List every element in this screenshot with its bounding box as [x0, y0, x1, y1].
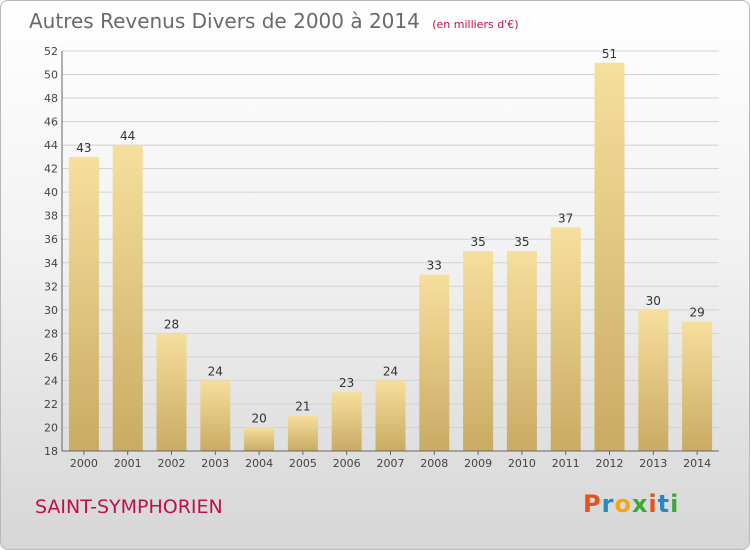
- y-tick-label: 28: [44, 327, 58, 340]
- bar: [506, 251, 537, 451]
- logo-letter: i: [670, 490, 680, 518]
- data-label: 35: [514, 235, 529, 249]
- x-tick-label: 2000: [70, 457, 98, 470]
- data-label: 24: [383, 364, 398, 378]
- x-tick-label: 2008: [420, 457, 448, 470]
- bar: [331, 392, 362, 451]
- y-tick-label: 44: [44, 139, 58, 152]
- data-label: 29: [689, 306, 704, 320]
- logo-letter: o: [614, 490, 632, 518]
- x-tick-label: 2006: [333, 457, 361, 470]
- y-tick-label: 22: [44, 398, 58, 411]
- y-tick-label: 42: [44, 163, 58, 176]
- data-label: 30: [646, 294, 661, 308]
- data-label: 33: [427, 259, 442, 273]
- x-tick-label: 2012: [596, 457, 624, 470]
- y-tick-label: 32: [44, 280, 58, 293]
- x-tick-label: 2002: [158, 457, 186, 470]
- location-name: SAINT-SYMPHORIEN: [35, 496, 223, 518]
- y-tick-label: 40: [44, 186, 58, 199]
- y-tick-label: 46: [44, 116, 58, 129]
- y-tick-label: 18: [44, 445, 58, 458]
- data-label: 21: [295, 400, 310, 414]
- y-tick-label: 52: [44, 45, 58, 58]
- data-label: 23: [339, 376, 354, 390]
- bar: [287, 415, 318, 451]
- y-tick-label: 36: [44, 233, 58, 246]
- logo-letter: r: [601, 490, 615, 518]
- bar: [156, 333, 187, 451]
- y-tick-label: 26: [44, 351, 58, 364]
- y-tick-label: 30: [44, 304, 58, 317]
- x-tick-label: 2004: [245, 457, 273, 470]
- bar: [375, 380, 406, 451]
- x-tick-label: 2010: [508, 457, 536, 470]
- bar: [594, 62, 625, 451]
- bar: [682, 321, 713, 451]
- x-tick-label: 2011: [552, 457, 580, 470]
- data-label: 51: [602, 47, 617, 61]
- logo-letter: x: [631, 490, 649, 518]
- proxiti-logo: Proxiti: [583, 490, 679, 518]
- data-label: 37: [558, 211, 573, 225]
- bar: [112, 145, 143, 451]
- x-tick-label: 2005: [289, 457, 317, 470]
- bar: [463, 251, 494, 451]
- data-label: 24: [208, 364, 223, 378]
- bar: [200, 380, 231, 451]
- bar: [550, 227, 581, 451]
- y-tick-label: 34: [44, 257, 58, 270]
- chart-subtitle: (en milliers d'€): [432, 18, 519, 31]
- bar: [419, 274, 450, 451]
- y-tick-label: 48: [44, 92, 58, 105]
- axes-group: 18 20 22 24 26 28 30 32 34 36 38 40 42 44 46 48 50 52 2000…: [44, 45, 719, 470]
- bar: [68, 156, 99, 451]
- x-tick-label: 2003: [201, 457, 229, 470]
- x-tick-label: 2001: [114, 457, 142, 470]
- bar: [244, 427, 275, 451]
- chart-title-text: Autres Revenus Divers de 2000 à 2014: [29, 9, 420, 33]
- y-tick-label: 38: [44, 210, 58, 223]
- logo-letter: i: [648, 490, 658, 518]
- x-tick-label: 2014: [683, 457, 711, 470]
- y-tick-label: 50: [44, 69, 58, 82]
- data-label: 35: [470, 235, 485, 249]
- logo-letter: t: [657, 490, 671, 518]
- data-label: 44: [120, 129, 135, 143]
- logo-letter: P: [583, 490, 602, 518]
- data-label: 28: [164, 317, 179, 331]
- x-tick-label: 2007: [377, 457, 405, 470]
- bars-group: 43 44 28 24 20 21 23 24 33 35 35 37 51 30 29: [68, 47, 713, 451]
- data-label: 20: [251, 411, 266, 425]
- chart-title: Autres Revenus Divers de 2000 à 2014 (en…: [29, 9, 519, 33]
- data-label: 43: [76, 141, 91, 155]
- x-tick-label: 2013: [639, 457, 667, 470]
- x-tick-label: 2009: [464, 457, 492, 470]
- y-tick-label: 24: [44, 374, 58, 387]
- y-tick-label: 20: [44, 421, 58, 434]
- bar: [638, 309, 669, 451]
